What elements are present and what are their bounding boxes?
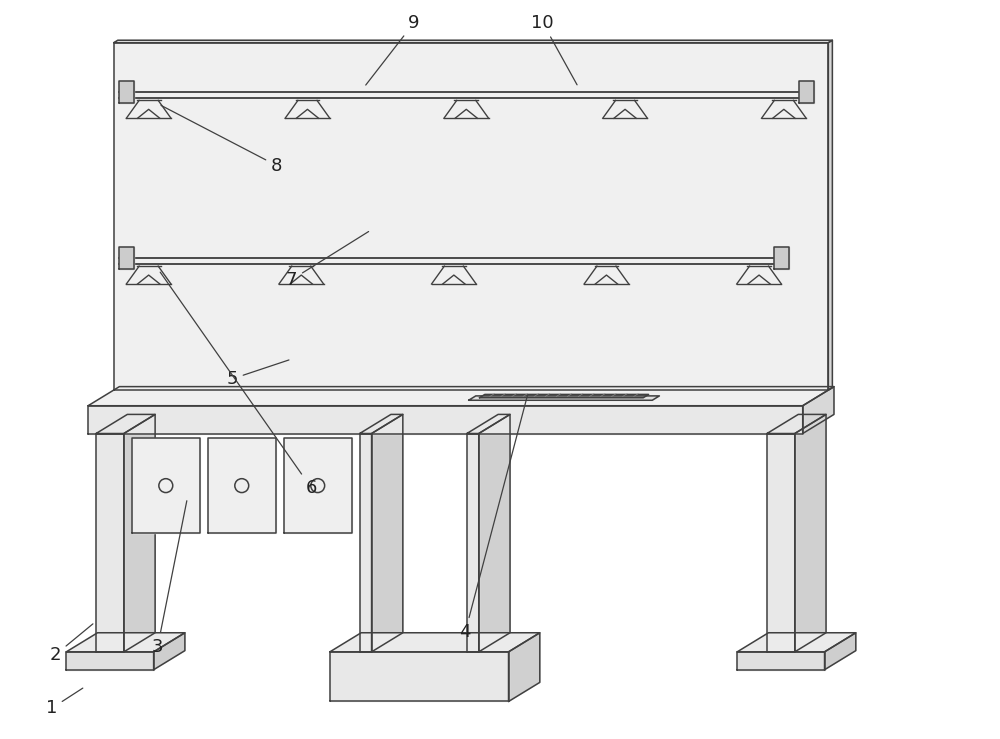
Polygon shape (803, 386, 834, 434)
Polygon shape (330, 652, 509, 701)
Polygon shape (330, 633, 540, 652)
Text: 10: 10 (531, 14, 577, 85)
Text: 7: 7 (286, 231, 369, 289)
Text: 9: 9 (366, 14, 420, 85)
Polygon shape (737, 652, 825, 670)
Polygon shape (208, 438, 276, 533)
Polygon shape (767, 415, 826, 434)
Polygon shape (119, 81, 134, 103)
Polygon shape (479, 395, 649, 398)
Polygon shape (132, 438, 200, 533)
Polygon shape (96, 415, 155, 434)
Text: 4: 4 (460, 395, 527, 641)
Text: 8: 8 (161, 106, 282, 174)
Polygon shape (799, 81, 814, 103)
Polygon shape (825, 633, 856, 670)
Polygon shape (509, 633, 540, 701)
Polygon shape (284, 438, 352, 533)
Polygon shape (96, 434, 124, 652)
Polygon shape (795, 415, 826, 652)
Polygon shape (124, 415, 155, 652)
Polygon shape (88, 386, 834, 406)
Polygon shape (66, 652, 154, 670)
Polygon shape (467, 415, 510, 434)
Polygon shape (828, 40, 832, 390)
Polygon shape (479, 415, 510, 652)
Polygon shape (119, 247, 134, 269)
Polygon shape (66, 633, 185, 652)
Text: 1: 1 (46, 688, 83, 718)
Polygon shape (360, 415, 403, 434)
Polygon shape (767, 434, 795, 652)
Text: 2: 2 (50, 624, 93, 664)
Polygon shape (469, 396, 659, 401)
Text: 3: 3 (152, 501, 187, 656)
Polygon shape (114, 43, 828, 390)
Polygon shape (114, 40, 832, 43)
Polygon shape (737, 633, 856, 652)
Polygon shape (372, 415, 403, 652)
Polygon shape (88, 406, 803, 434)
Polygon shape (360, 434, 372, 652)
Polygon shape (154, 633, 185, 670)
Text: 5: 5 (226, 360, 289, 388)
Polygon shape (467, 434, 479, 652)
Text: 6: 6 (160, 272, 317, 497)
Polygon shape (774, 247, 789, 269)
